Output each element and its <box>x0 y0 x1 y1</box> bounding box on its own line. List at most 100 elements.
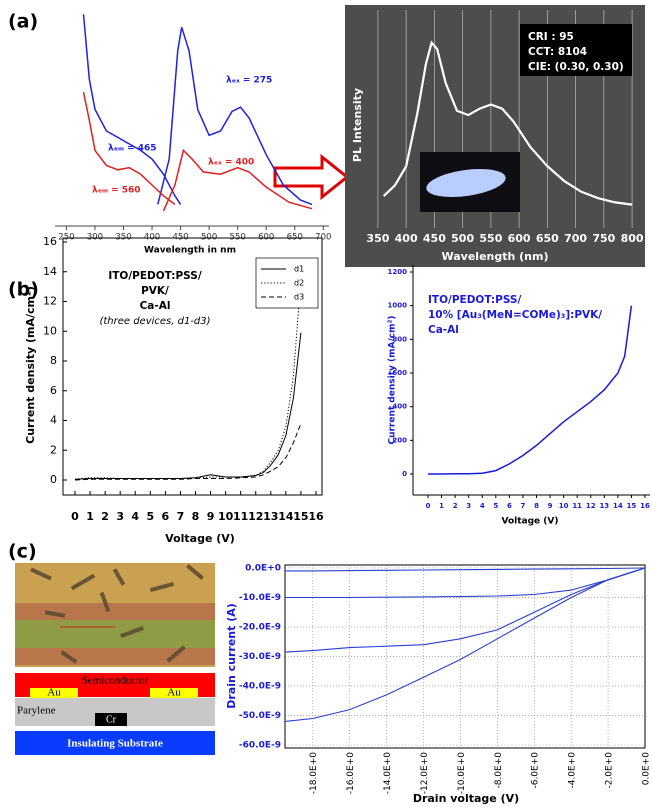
y-axis-title: Current density (mA/cm²) <box>388 315 398 444</box>
data-line <box>285 567 646 572</box>
y-tick-label: 6 <box>50 384 57 397</box>
data-line <box>162 148 313 212</box>
x-tick-label: 800 <box>621 232 644 245</box>
x-tick-label: 14 <box>613 502 623 510</box>
x-tick-label: 8 <box>534 502 539 510</box>
x-tick-label: -12.0E+0 <box>420 752 430 795</box>
y-tick-label: 0 <box>402 470 407 478</box>
x-tick-label: -16.0E+0 <box>346 752 356 795</box>
annotation: ITO/PEDOT:PSS/ <box>108 270 201 282</box>
layer-label: Au <box>47 687 61 699</box>
legend-box <box>255 257 319 309</box>
data-line <box>382 40 633 206</box>
series-label: λₑₓ = 400 <box>208 158 254 168</box>
y-tick-label: 16 <box>43 235 57 248</box>
x-tick-label: 2 <box>453 502 458 510</box>
x-axis-title: Voltage (V) <box>165 532 235 545</box>
x-tick-label: 600 <box>508 232 531 245</box>
x-tick-label: 0 <box>426 502 431 510</box>
legend-label: d1 <box>294 265 304 274</box>
x-axis-title: Drain voltage (V) <box>413 792 519 805</box>
inset-vial <box>426 168 506 198</box>
x-tick-label: 6 <box>162 510 170 523</box>
y-tick-label: -10.0E-9 <box>239 593 281 603</box>
layer-label: Semiconductor <box>82 675 149 687</box>
x-tick-label: 6 <box>507 502 512 510</box>
y-tick-label: 8 <box>50 354 57 367</box>
data-line <box>428 305 633 475</box>
y-tick-label: 10 <box>43 324 57 337</box>
x-tick-label: 11 <box>233 510 248 523</box>
annotation: CRI : 95 <box>528 31 574 43</box>
y-tick-label: 4 <box>50 414 57 427</box>
legend-label: d2 <box>294 279 304 288</box>
layer-label: Au <box>167 687 181 699</box>
micrograph <box>15 563 215 667</box>
panel-label: (a) <box>8 11 38 33</box>
x-tick-label: 350 <box>366 232 389 245</box>
layer-label: Parylene <box>17 705 56 717</box>
x-tick-label: -10.0E+0 <box>457 752 467 795</box>
annotation: Ca-Al <box>140 300 171 312</box>
x-tick-label: 13 <box>263 510 278 523</box>
y-tick-label: 2 <box>50 443 57 456</box>
legend-label: d3 <box>294 293 304 302</box>
data-line <box>82 14 182 205</box>
x-tick-label: 700 <box>315 233 331 243</box>
x-tick-label: -14.0E+0 <box>383 752 393 795</box>
x-tick-label: 4 <box>131 510 139 523</box>
y-tick-label: -60.0E-9 <box>239 741 281 751</box>
x-tick-label: 16 <box>640 502 650 510</box>
x-tick-label: 10 <box>218 510 234 523</box>
panel-label: (b) <box>8 279 39 301</box>
layer-label: Cr <box>106 714 117 725</box>
x-tick-label: 14 <box>278 510 294 523</box>
x-axis-title: Wavelength in nm <box>144 246 236 256</box>
x-tick-label: 13 <box>599 502 609 510</box>
arrow <box>273 153 350 201</box>
plot-frame <box>62 237 323 496</box>
y-tick-label: 0 <box>50 473 57 486</box>
y-tick-label: 1000 <box>388 302 408 310</box>
x-tick-label: 11 <box>572 502 582 510</box>
y-axis-title: Current density (mA/cm²) <box>24 286 37 444</box>
x-tick-label: 15 <box>293 510 308 523</box>
x-tick-label: -8.0E+0 <box>494 752 504 789</box>
x-tick-label: 5 <box>493 502 498 510</box>
data-line <box>284 567 646 653</box>
y-tick-label: -50.0E-9 <box>239 711 281 721</box>
y-tick-label: 1200 <box>388 268 408 276</box>
annotation: PVK/ <box>141 285 169 297</box>
x-tick-label: 550 <box>479 232 502 245</box>
data-line <box>157 27 313 206</box>
x-tick-label: 16 <box>308 510 324 523</box>
x-axis-title: Voltage (V) <box>502 517 559 527</box>
x-tick-label: 1 <box>86 510 94 523</box>
x-tick-label: 450 <box>423 232 446 245</box>
x-tick-label: 15 <box>627 502 637 510</box>
annotation: CCT: 8104 <box>528 46 587 58</box>
x-tick-label: 0 <box>71 510 79 523</box>
data-line <box>82 91 176 205</box>
annotation: Ca-Al <box>428 324 459 336</box>
x-tick-label: 9 <box>548 502 553 510</box>
y-tick-label: -40.0E-9 <box>239 682 281 692</box>
annotation-box <box>520 24 632 76</box>
y-tick-label: 0.0E+0 <box>245 563 281 573</box>
x-tick-label: 3 <box>466 502 471 510</box>
data-line <box>74 279 302 480</box>
series-label: λₑₓ = 275 <box>226 76 272 86</box>
y-tick-label: -20.0E-9 <box>239 622 281 632</box>
y-axis-title: PL Intensity <box>351 88 364 162</box>
y-tick-label: 14 <box>43 265 57 278</box>
data-line <box>284 567 646 722</box>
annotation: CIE: (0.30, 0.30) <box>528 61 624 73</box>
data-line <box>285 567 646 599</box>
x-tick-label: 12 <box>586 502 596 510</box>
x-tick-label: 7 <box>521 502 526 510</box>
panel-label: (c) <box>8 541 37 563</box>
x-tick-label: 500 <box>451 232 474 245</box>
x-tick-label: 1 <box>439 502 444 510</box>
